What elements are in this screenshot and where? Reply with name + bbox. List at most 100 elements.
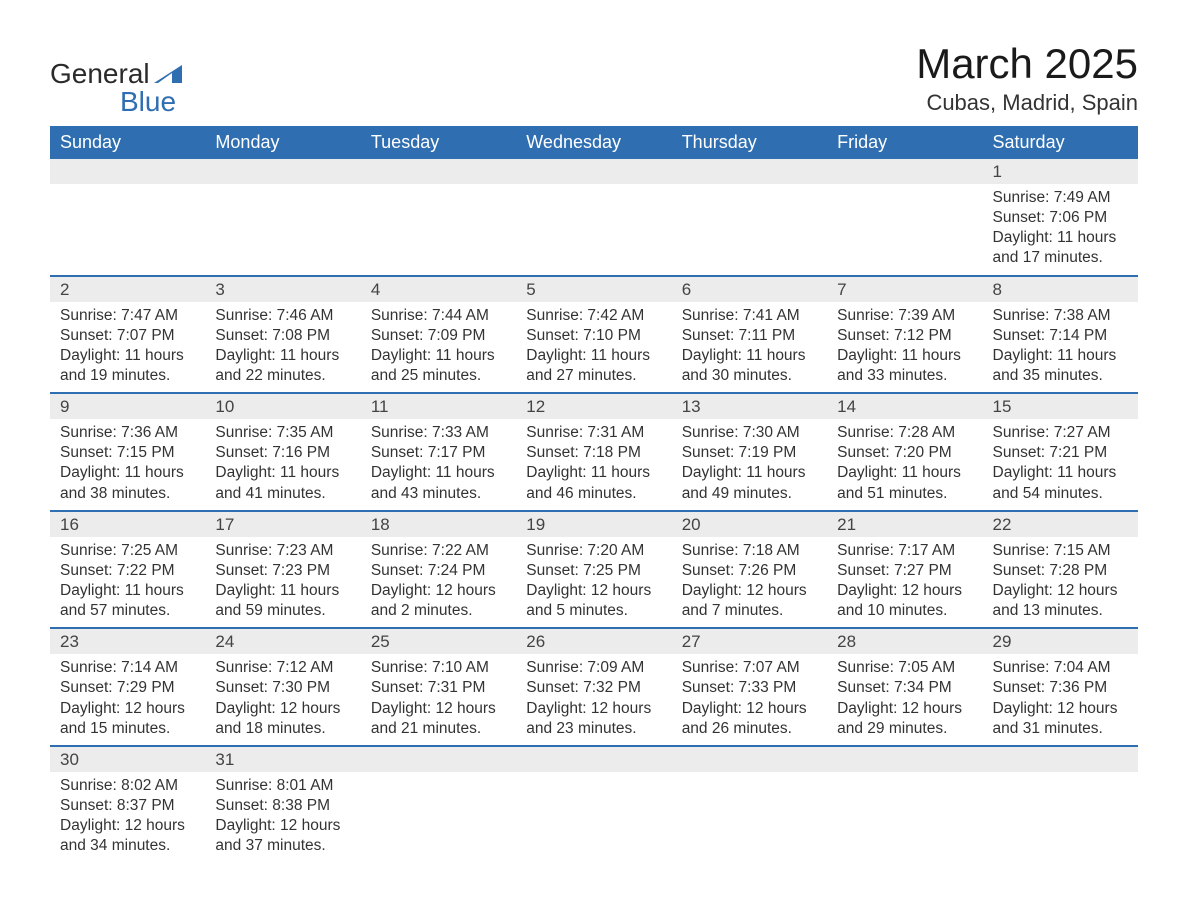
day-number: 8: [983, 277, 1138, 302]
calendar-table: SundayMondayTuesdayWednesdayThursdayFrid…: [50, 126, 1138, 862]
day-number: 21: [827, 512, 982, 537]
calendar-cell: 28Sunrise: 7:05 AMSunset: 7:34 PMDayligh…: [827, 628, 982, 746]
day-sunset: Sunset: 7:31 PM: [371, 678, 506, 698]
day-number: 10: [205, 394, 360, 419]
brand-part1: General: [50, 58, 150, 89]
day-day1: Daylight: 12 hours: [837, 699, 972, 719]
day-sunset: Sunset: 7:34 PM: [837, 678, 972, 698]
day-day1: Daylight: 12 hours: [371, 699, 506, 719]
calendar-cell: [672, 159, 827, 276]
calendar-cell: [361, 159, 516, 276]
day-number: 1: [983, 159, 1138, 184]
day-day1: Daylight: 12 hours: [526, 581, 661, 601]
calendar-cell: 27Sunrise: 7:07 AMSunset: 7:33 PMDayligh…: [672, 628, 827, 746]
day-details: Sunrise: 7:17 AMSunset: 7:27 PMDaylight:…: [827, 537, 982, 628]
calendar-week: 1Sunrise: 7:49 AMSunset: 7:06 PMDaylight…: [50, 159, 1138, 276]
day-details: Sunrise: 7:12 AMSunset: 7:30 PMDaylight:…: [205, 654, 360, 745]
day-sunset: Sunset: 7:25 PM: [526, 561, 661, 581]
day-details: [361, 772, 516, 842]
day-number: [516, 159, 671, 184]
calendar-cell: 17Sunrise: 7:23 AMSunset: 7:23 PMDayligh…: [205, 511, 360, 629]
day-details: [827, 184, 982, 254]
day-details: Sunrise: 7:25 AMSunset: 7:22 PMDaylight:…: [50, 537, 205, 628]
calendar-cell: 23Sunrise: 7:14 AMSunset: 7:29 PMDayligh…: [50, 628, 205, 746]
day-day2: and 7 minutes.: [682, 601, 817, 621]
day-details: Sunrise: 7:15 AMSunset: 7:28 PMDaylight:…: [983, 537, 1138, 628]
day-sunset: Sunset: 7:26 PM: [682, 561, 817, 581]
day-number: 14: [827, 394, 982, 419]
day-details: [672, 772, 827, 842]
day-day1: Daylight: 12 hours: [215, 816, 350, 836]
calendar-cell: 4Sunrise: 7:44 AMSunset: 7:09 PMDaylight…: [361, 276, 516, 394]
day-day2: and 34 minutes.: [60, 836, 195, 856]
title-block: March 2025 Cubas, Madrid, Spain: [916, 40, 1138, 116]
day-day1: Daylight: 12 hours: [993, 581, 1128, 601]
day-sunrise: Sunrise: 7:39 AM: [837, 306, 972, 326]
day-number: 3: [205, 277, 360, 302]
day-sunrise: Sunrise: 7:15 AM: [993, 541, 1128, 561]
day-day2: and 46 minutes.: [526, 484, 661, 504]
day-number: 28: [827, 629, 982, 654]
day-details: [516, 184, 671, 254]
calendar-cell: 15Sunrise: 7:27 AMSunset: 7:21 PMDayligh…: [983, 393, 1138, 511]
day-sunset: Sunset: 7:33 PM: [682, 678, 817, 698]
day-details: Sunrise: 7:14 AMSunset: 7:29 PMDaylight:…: [50, 654, 205, 745]
calendar-week: 16Sunrise: 7:25 AMSunset: 7:22 PMDayligh…: [50, 511, 1138, 629]
day-sunrise: Sunrise: 7:10 AM: [371, 658, 506, 678]
day-details: [205, 184, 360, 254]
day-sunset: Sunset: 8:38 PM: [215, 796, 350, 816]
day-day2: and 57 minutes.: [60, 601, 195, 621]
weekday-row: SundayMondayTuesdayWednesdayThursdayFrid…: [50, 126, 1138, 159]
location-text: Cubas, Madrid, Spain: [916, 90, 1138, 116]
day-day1: Daylight: 12 hours: [682, 581, 817, 601]
day-sunset: Sunset: 7:20 PM: [837, 443, 972, 463]
calendar-cell: 13Sunrise: 7:30 AMSunset: 7:19 PMDayligh…: [672, 393, 827, 511]
day-details: [361, 184, 516, 254]
day-details: Sunrise: 7:49 AMSunset: 7:06 PMDaylight:…: [983, 184, 1138, 275]
day-sunset: Sunset: 7:17 PM: [371, 443, 506, 463]
day-details: Sunrise: 7:39 AMSunset: 7:12 PMDaylight:…: [827, 302, 982, 393]
day-day2: and 25 minutes.: [371, 366, 506, 386]
day-sunset: Sunset: 7:30 PM: [215, 678, 350, 698]
day-sunrise: Sunrise: 7:33 AM: [371, 423, 506, 443]
day-day2: and 21 minutes.: [371, 719, 506, 739]
day-day2: and 51 minutes.: [837, 484, 972, 504]
day-details: Sunrise: 7:22 AMSunset: 7:24 PMDaylight:…: [361, 537, 516, 628]
day-details: Sunrise: 7:46 AMSunset: 7:08 PMDaylight:…: [205, 302, 360, 393]
day-details: Sunrise: 7:31 AMSunset: 7:18 PMDaylight:…: [516, 419, 671, 510]
day-sunrise: Sunrise: 7:17 AM: [837, 541, 972, 561]
day-sunrise: Sunrise: 7:27 AM: [993, 423, 1128, 443]
day-day2: and 27 minutes.: [526, 366, 661, 386]
day-number: 9: [50, 394, 205, 419]
weekday-header: Wednesday: [516, 126, 671, 159]
day-day1: Daylight: 12 hours: [993, 699, 1128, 719]
calendar-cell: 14Sunrise: 7:28 AMSunset: 7:20 PMDayligh…: [827, 393, 982, 511]
day-day2: and 10 minutes.: [837, 601, 972, 621]
day-details: Sunrise: 7:09 AMSunset: 7:32 PMDaylight:…: [516, 654, 671, 745]
day-details: Sunrise: 7:44 AMSunset: 7:09 PMDaylight:…: [361, 302, 516, 393]
day-details: Sunrise: 7:30 AMSunset: 7:19 PMDaylight:…: [672, 419, 827, 510]
day-day1: Daylight: 11 hours: [60, 346, 195, 366]
calendar-week: 9Sunrise: 7:36 AMSunset: 7:15 PMDaylight…: [50, 393, 1138, 511]
calendar-cell: [205, 159, 360, 276]
calendar-cell: 16Sunrise: 7:25 AMSunset: 7:22 PMDayligh…: [50, 511, 205, 629]
day-day2: and 43 minutes.: [371, 484, 506, 504]
calendar-cell: [827, 746, 982, 863]
day-sunrise: Sunrise: 7:49 AM: [993, 188, 1128, 208]
day-number: 24: [205, 629, 360, 654]
day-details: [983, 772, 1138, 842]
day-sunset: Sunset: 7:09 PM: [371, 326, 506, 346]
day-number: 11: [361, 394, 516, 419]
day-sunrise: Sunrise: 7:38 AM: [993, 306, 1128, 326]
day-day1: Daylight: 11 hours: [993, 346, 1128, 366]
day-number: 22: [983, 512, 1138, 537]
day-number: 2: [50, 277, 205, 302]
day-details: Sunrise: 7:35 AMSunset: 7:16 PMDaylight:…: [205, 419, 360, 510]
day-number: 13: [672, 394, 827, 419]
day-day1: Daylight: 11 hours: [60, 581, 195, 601]
calendar-cell: 18Sunrise: 7:22 AMSunset: 7:24 PMDayligh…: [361, 511, 516, 629]
day-details: Sunrise: 7:18 AMSunset: 7:26 PMDaylight:…: [672, 537, 827, 628]
day-sunrise: Sunrise: 7:36 AM: [60, 423, 195, 443]
day-number: 30: [50, 747, 205, 772]
day-number: 18: [361, 512, 516, 537]
